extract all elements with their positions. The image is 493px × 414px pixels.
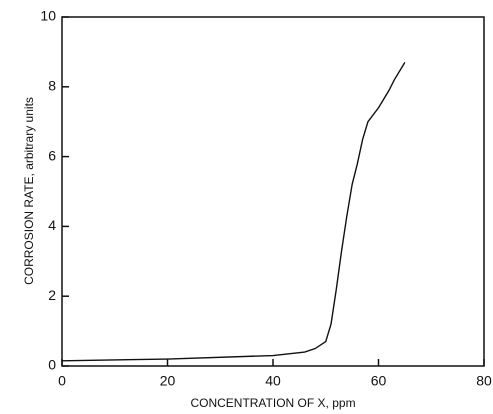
y-tick-label: 4 [48, 217, 56, 233]
x-tick-label: 0 [58, 373, 66, 389]
x-tick-label: 20 [160, 373, 176, 389]
x-axis-label: CONCENTRATION OF X, ppm [190, 396, 355, 410]
x-tick-label: 80 [476, 373, 492, 389]
y-tick-label: 0 [48, 357, 56, 373]
y-tick-label: 10 [40, 8, 56, 24]
data-line [61, 62, 406, 362]
y-tick-label: 6 [48, 147, 56, 163]
y-tick-label: 2 [48, 287, 56, 303]
x-tick-label: 40 [265, 373, 281, 389]
x-tick-label: 60 [371, 373, 387, 389]
y-tick-label: 8 [48, 78, 56, 94]
plot-frame [61, 16, 485, 367]
y-axis-label: CORROSION RATE, arbitrary units [22, 97, 36, 285]
